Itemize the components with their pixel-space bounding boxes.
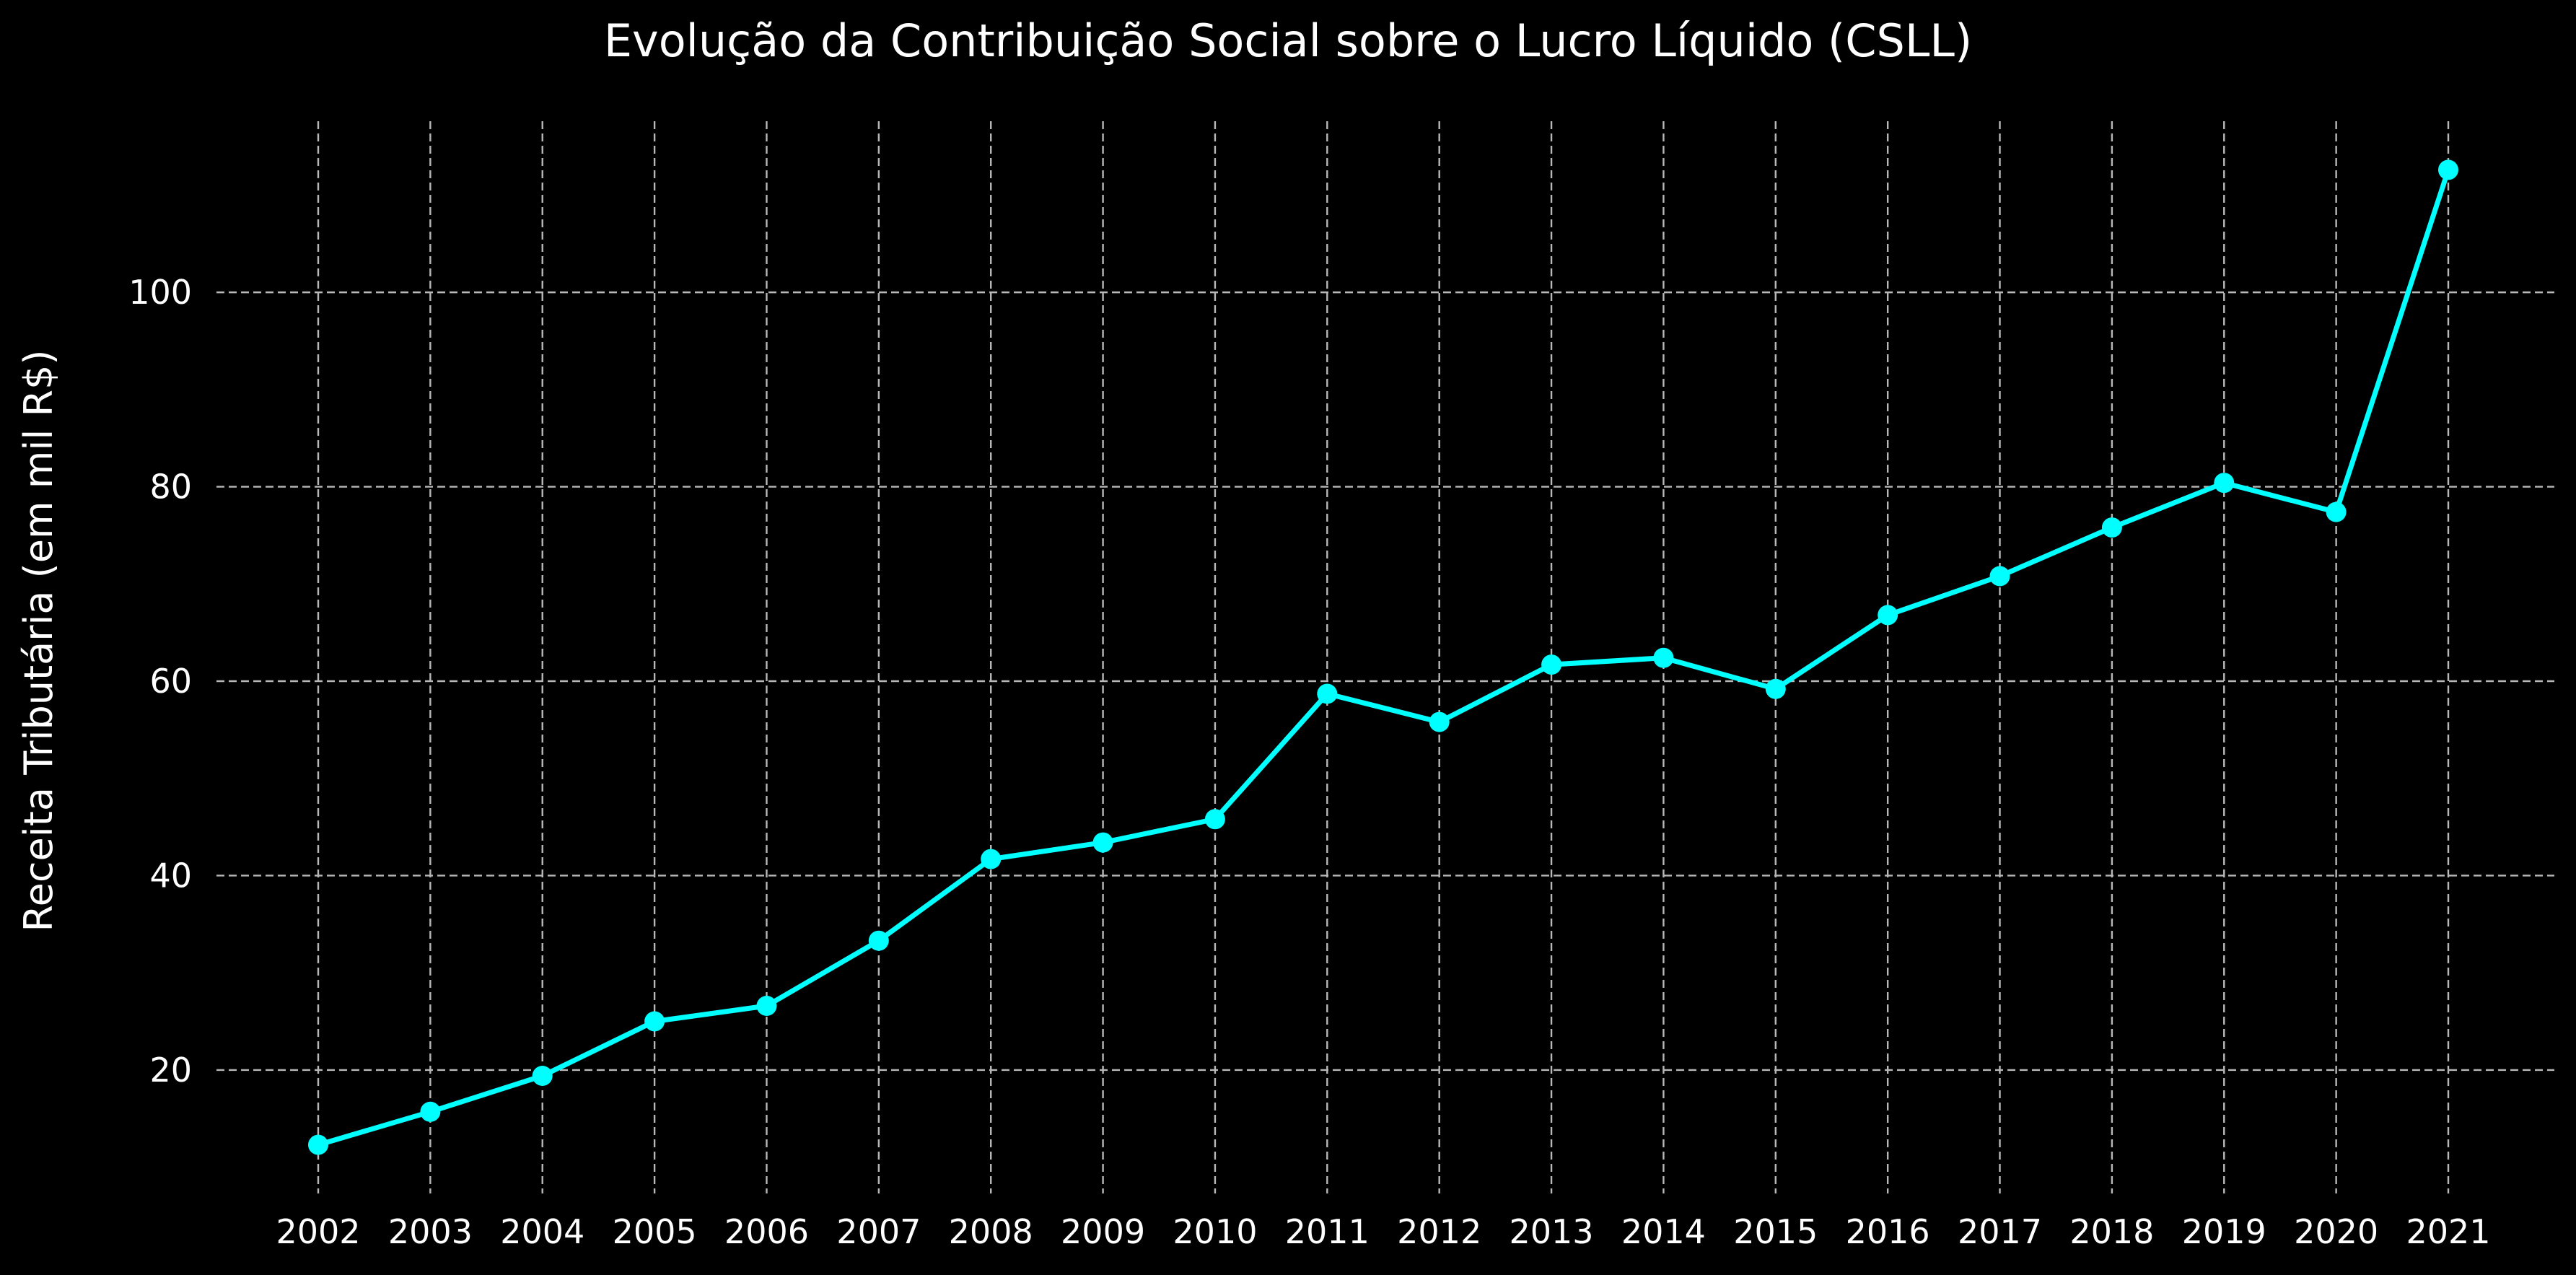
data-point xyxy=(420,1101,441,1122)
y-tick-label: 40 xyxy=(149,856,192,895)
data-point xyxy=(1878,605,1898,626)
data-point xyxy=(981,849,1002,869)
data-point xyxy=(1429,711,1450,732)
data-point xyxy=(2438,159,2458,180)
data-point xyxy=(2326,501,2347,522)
y-axis-label: Receita Tributária (em mil R$) xyxy=(16,350,61,932)
x-tick-label: 2008 xyxy=(949,1212,1033,1251)
y-tick-label: 20 xyxy=(149,1051,192,1090)
y-tick-label: 60 xyxy=(149,662,192,701)
x-tick-label: 2007 xyxy=(836,1212,921,1251)
x-tick-label: 2004 xyxy=(500,1212,584,1251)
data-point xyxy=(1317,683,1338,704)
x-tick-label: 2011 xyxy=(1285,1212,1370,1251)
data-point xyxy=(2101,517,2122,538)
data-point xyxy=(1765,678,1786,699)
x-tick-label: 2014 xyxy=(1621,1212,1706,1251)
grid xyxy=(216,121,2554,1193)
data-point xyxy=(1989,566,2010,587)
x-tick-label: 2002 xyxy=(276,1212,360,1251)
x-tick-label: 2017 xyxy=(1958,1212,2042,1251)
x-tick-label: 2012 xyxy=(1397,1212,1481,1251)
x-tick-label: 2009 xyxy=(1061,1212,1145,1251)
x-tick-label: 2010 xyxy=(1173,1212,1257,1251)
x-tick-label: 2013 xyxy=(1510,1212,1594,1251)
x-tick-label: 2020 xyxy=(2294,1212,2378,1251)
x-axis-ticks: 2002 2003 2004 2005 2006 2007 2008 2009 2010 2011… xyxy=(276,1212,2490,1251)
data-point xyxy=(1541,654,1562,675)
x-tick-label: 2006 xyxy=(724,1212,809,1251)
x-tick-label: 2016 xyxy=(1846,1212,1930,1251)
data-point xyxy=(756,996,777,1016)
series-group xyxy=(308,159,2458,1155)
chart-title: Evolução da Contribuição Social sobre o … xyxy=(604,14,1972,67)
x-tick-label: 2019 xyxy=(2182,1212,2266,1251)
y-tick-label: 100 xyxy=(128,273,192,312)
x-tick-label: 2021 xyxy=(2406,1212,2490,1251)
data-point xyxy=(1653,647,1674,668)
data-point xyxy=(532,1066,553,1086)
data-point xyxy=(1204,809,1225,830)
series-line xyxy=(315,167,2451,1148)
y-axis-ticks: 20 40 60 80 100 xyxy=(128,273,192,1090)
data-point xyxy=(2214,473,2235,494)
x-tick-label: 2003 xyxy=(388,1212,473,1251)
y-tick-label: 80 xyxy=(149,468,192,507)
data-point xyxy=(868,930,889,951)
data-point xyxy=(308,1134,328,1155)
x-tick-label: 2018 xyxy=(2069,1212,2154,1251)
x-tick-label: 2015 xyxy=(1733,1212,1818,1251)
data-point xyxy=(644,1011,665,1032)
x-tick-label: 2005 xyxy=(613,1212,697,1251)
data-point xyxy=(1092,832,1113,853)
